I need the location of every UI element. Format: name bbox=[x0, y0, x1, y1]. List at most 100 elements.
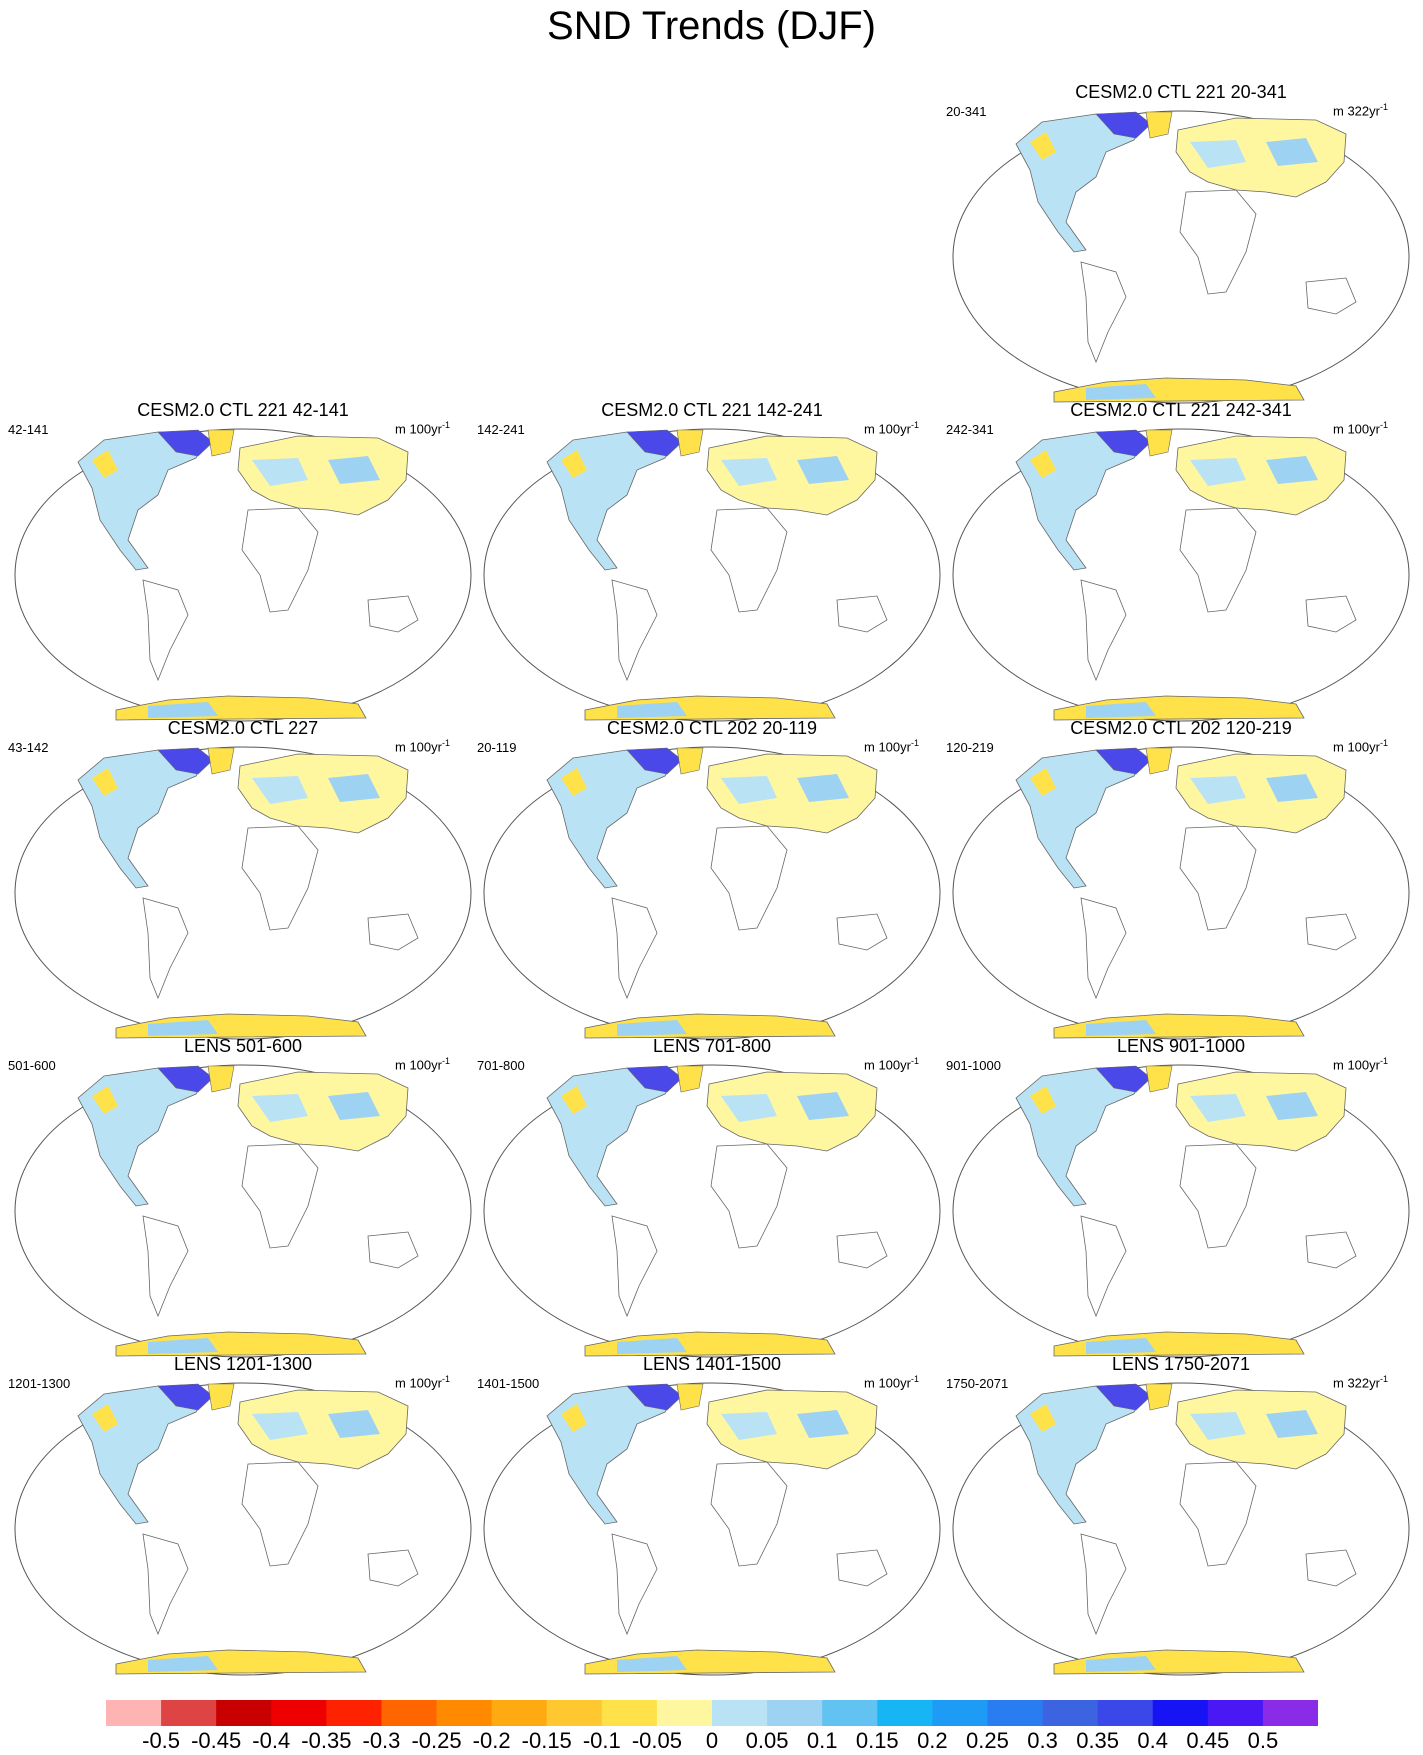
colorbar-tick-label: 0.35 bbox=[1076, 1728, 1120, 1753]
colorbar-tick-label: -0.5 bbox=[142, 1728, 181, 1753]
map-panel: CESM2.0 CTL 227 43-142 m 100yr-1 bbox=[8, 718, 478, 1040]
colorbar-swatch bbox=[106, 1700, 162, 1726]
panel-title: CESM2.0 CTL 221 242-341 bbox=[1070, 400, 1292, 420]
colorbar bbox=[106, 1700, 1318, 1726]
colorbar-tick-label: -0.15 bbox=[521, 1728, 572, 1753]
panel-title: CESM2.0 CTL 221 20-341 bbox=[1075, 82, 1287, 102]
colorbar-tick-label: -0.35 bbox=[301, 1728, 352, 1753]
colorbar-swatch bbox=[326, 1700, 382, 1726]
panel-title: LENS 901-1000 bbox=[1116, 1036, 1246, 1056]
colorbar-tick-label: -0.2 bbox=[472, 1728, 511, 1753]
panel-title: CESM2.0 CTL 202 120-219 bbox=[1070, 718, 1292, 738]
colorbar-swatch bbox=[491, 1700, 548, 1726]
panel-unit-label: m 322yr-1 bbox=[1333, 102, 1388, 119]
panel-unit-label: m 100yr-1 bbox=[1333, 420, 1388, 437]
panel-unit-label: m 100yr-1 bbox=[864, 1374, 919, 1391]
panel-period-label: 701-800 bbox=[477, 1058, 525, 1073]
world-map bbox=[483, 746, 941, 1040]
colorbar-tick-label: 0.05 bbox=[745, 1728, 789, 1753]
panel-title: CESM2.0 CTL 221 142-241 bbox=[601, 400, 823, 420]
colorbar-swatch bbox=[712, 1700, 768, 1726]
colorbar-tick-label: -0.1 bbox=[582, 1728, 621, 1753]
panel-title: LENS 501-600 bbox=[183, 1036, 303, 1056]
world-map bbox=[952, 746, 1410, 1040]
panel-period-label: 1401-1500 bbox=[477, 1376, 540, 1391]
panel-unit-label: m 100yr-1 bbox=[395, 1374, 450, 1391]
colorbar-swatch bbox=[987, 1700, 1044, 1726]
world-map bbox=[14, 746, 472, 1040]
colorbar-tick-label: 0.2 bbox=[917, 1728, 948, 1753]
colorbar-swatch bbox=[656, 1700, 713, 1726]
colorbar-tick-label: -0.4 bbox=[252, 1728, 291, 1753]
map-panel: CESM2.0 CTL 221 42-141 42-141 m 100yr-1 bbox=[8, 400, 478, 722]
map-panel: CESM2.0 CTL 202 20-119 20-119 m 100yr-1 bbox=[477, 718, 947, 1040]
colorbar-tick-label: 0 bbox=[705, 1728, 719, 1753]
panel-title: CESM2.0 CTL 227 bbox=[167, 718, 319, 738]
map-panel: CESM2.0 CTL 221 142-241 142-241 m 100yr-… bbox=[477, 400, 947, 722]
map-panel: LENS 1401-1500 1401-1500 m 100yr-1 bbox=[477, 1354, 947, 1676]
colorbar-tick-label: 0.1 bbox=[806, 1728, 838, 1753]
colorbar-swatch bbox=[767, 1700, 823, 1726]
world-map bbox=[14, 428, 472, 722]
colorbar-tick-label: 0.15 bbox=[855, 1728, 899, 1753]
figure-title: SND Trends (DJF) bbox=[547, 4, 876, 48]
world-map bbox=[952, 110, 1410, 404]
colorbar-tick-label: 0.3 bbox=[1027, 1728, 1058, 1753]
panel-title: LENS 701-800 bbox=[652, 1036, 772, 1056]
world-map bbox=[14, 1382, 472, 1676]
colorbar-swatch bbox=[1097, 1700, 1154, 1726]
panel-unit-label: m 100yr-1 bbox=[395, 738, 450, 755]
colorbar-swatch bbox=[932, 1700, 988, 1726]
map-panel: CESM2.0 CTL 202 120-219 120-219 m 100yr-… bbox=[946, 718, 1416, 1040]
colorbar-swatch bbox=[601, 1700, 658, 1726]
panel-period-label: 43-142 bbox=[8, 740, 49, 755]
panel-title: CESM2.0 CTL 221 42-141 bbox=[137, 400, 349, 420]
colorbar-swatch bbox=[546, 1700, 603, 1726]
panel-unit-label: m 100yr-1 bbox=[1333, 738, 1388, 755]
panel-title: CESM2.0 CTL 202 20-119 bbox=[606, 718, 818, 738]
world-map bbox=[952, 1064, 1410, 1358]
map-panel: LENS 1201-1300 1201-1300 m 100yr-1 bbox=[8, 1354, 478, 1676]
colorbar-swatch bbox=[1262, 1700, 1318, 1726]
world-map bbox=[483, 428, 941, 722]
map-panel: CESM2.0 CTL 221 20-341 20-341 m 322yr-1 bbox=[946, 82, 1416, 404]
map-panel: CESM2.0 CTL 221 242-341 242-341 m 100yr-… bbox=[946, 400, 1416, 722]
map-panel: LENS 901-1000 901-1000 m 100yr-1 bbox=[946, 1036, 1416, 1358]
panel-period-label: 1750-2071 bbox=[946, 1376, 1009, 1391]
colorbar-tick-label: -0.3 bbox=[362, 1728, 401, 1753]
panel-title: LENS 1201-1300 bbox=[173, 1354, 313, 1374]
colorbar-labels: -0.5 -0.45 -0.4 -0.35 -0.3 -0.25 -0.2 -0.15 -0.1… bbox=[0, 1728, 1423, 1754]
panel-period-label: 242-341 bbox=[946, 422, 994, 437]
colorbar-tick-label: -0.45 bbox=[191, 1728, 242, 1753]
colorbar-swatch bbox=[1207, 1700, 1264, 1726]
panel-period-label: 20-119 bbox=[477, 740, 517, 755]
colorbar-swatch bbox=[1152, 1700, 1209, 1726]
world-map bbox=[14, 1064, 472, 1358]
panel-period-label: 1201-1300 bbox=[8, 1376, 71, 1391]
world-map bbox=[483, 1382, 941, 1676]
colorbar-tick-label: 0.45 bbox=[1186, 1728, 1230, 1753]
colorbar-swatch bbox=[381, 1700, 438, 1726]
panel-unit-label: m 322yr-1 bbox=[1333, 1374, 1388, 1391]
colorbar-swatch bbox=[216, 1700, 272, 1726]
colorbar-tick-label: 0.25 bbox=[966, 1728, 1009, 1753]
colorbar-tick-label: -0.05 bbox=[631, 1728, 682, 1753]
panel-period-label: 501-600 bbox=[8, 1058, 56, 1073]
colorbar-tick-label: 0.4 bbox=[1137, 1728, 1169, 1753]
panel-period-label: 142-241 bbox=[477, 422, 525, 437]
colorbar-tick-label: -0.25 bbox=[411, 1728, 462, 1753]
panel-period-label: 20-341 bbox=[946, 104, 987, 119]
colorbar-tick-label: 0.5 bbox=[1247, 1728, 1279, 1753]
panel-unit-label: m 100yr-1 bbox=[864, 738, 919, 755]
panel-period-label: 120-219 bbox=[946, 740, 994, 755]
world-map bbox=[952, 1382, 1410, 1676]
panel-unit-label: m 100yr-1 bbox=[395, 420, 450, 437]
colorbar-swatch bbox=[161, 1700, 217, 1726]
colorbar-swatch bbox=[877, 1700, 933, 1726]
world-map bbox=[952, 428, 1410, 722]
colorbar-swatch bbox=[436, 1700, 493, 1726]
panel-unit-label: m 100yr-1 bbox=[1333, 1056, 1388, 1073]
panel-unit-label: m 100yr-1 bbox=[864, 420, 919, 437]
panel-title: LENS 1401-1500 bbox=[642, 1354, 782, 1374]
panel-unit-label: m 100yr-1 bbox=[864, 1056, 919, 1073]
